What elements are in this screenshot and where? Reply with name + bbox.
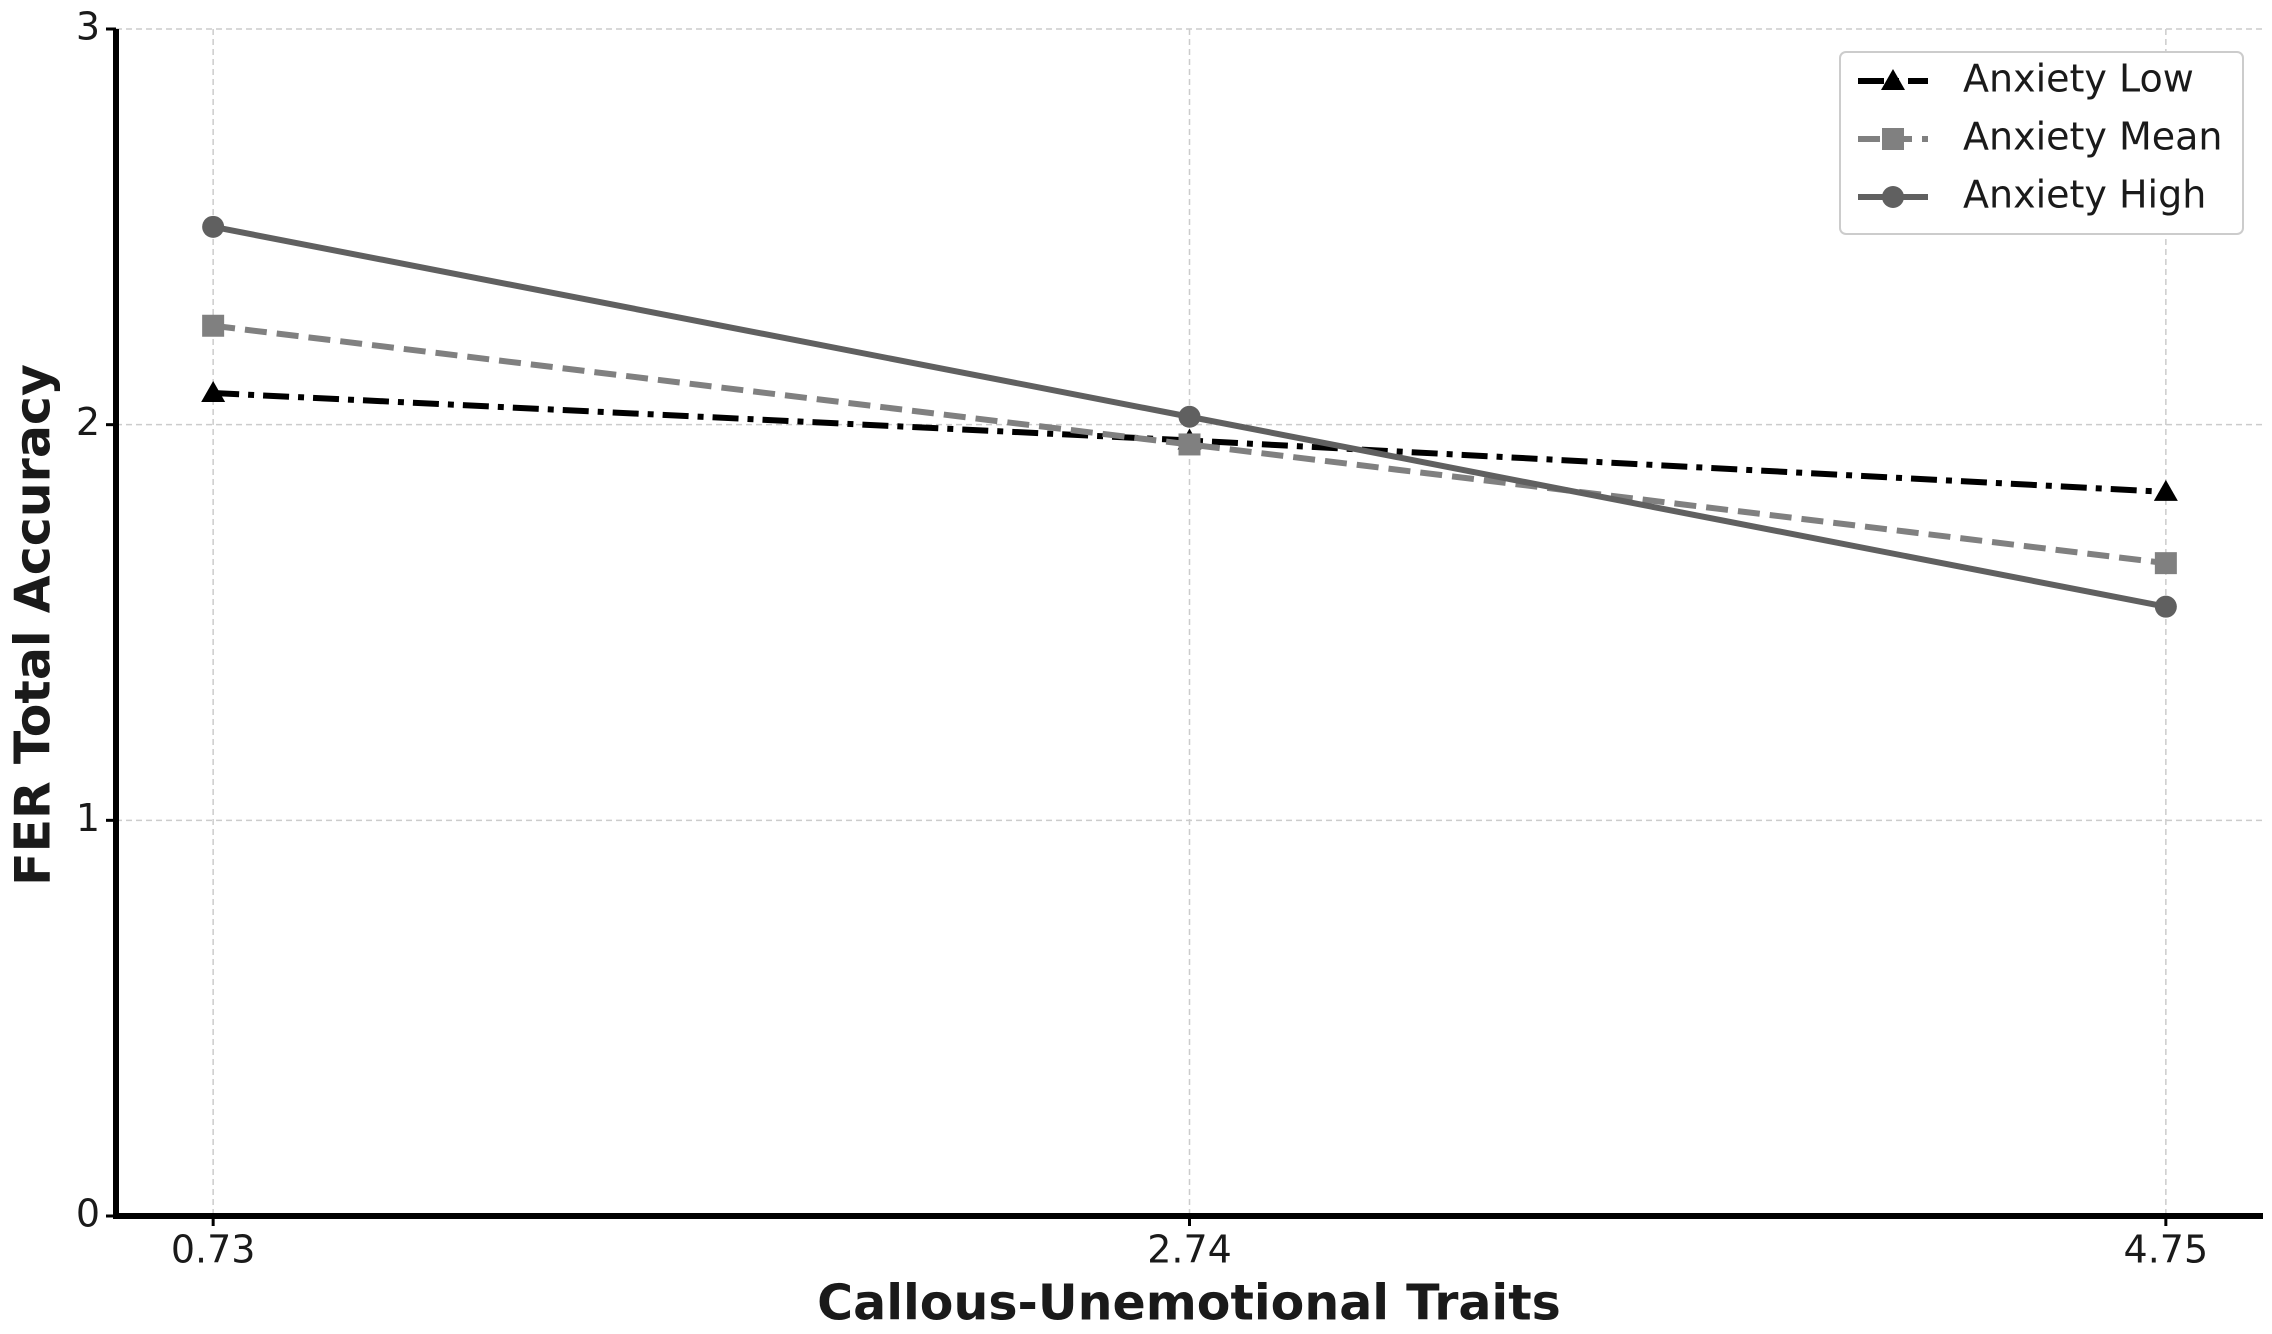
y-tick-label: 1 <box>76 796 100 840</box>
point <box>201 381 226 403</box>
legend-marker <box>1881 69 1905 90</box>
y-axis-label: FER Total Accuracy <box>5 364 62 886</box>
x-tick-label: 2.74 <box>1147 1228 1232 1272</box>
point <box>2154 595 2177 618</box>
legend: Anxiety Low Anxiety Mean Anxiety High <box>1839 51 2244 235</box>
x-tick-label: 0.73 <box>171 1228 256 1272</box>
legend-marker <box>1882 186 1904 208</box>
point <box>1178 433 1201 456</box>
y-tick-label: 0 <box>76 1192 100 1236</box>
y-tick-label: 3 <box>76 5 100 49</box>
x-axis-label: Callous-Unemotional Traits <box>817 1275 1561 1332</box>
x-tick-label: 4.75 <box>2124 1228 2209 1272</box>
legend-label: Anxiety Mean <box>1963 115 2223 159</box>
legend-label: Anxiety Low <box>1963 57 2194 101</box>
legend-label: Anxiety High <box>1963 173 2206 217</box>
point <box>2153 479 2178 501</box>
series-line <box>212 322 2167 567</box>
point <box>202 215 225 238</box>
point <box>202 314 225 337</box>
point <box>1178 405 1201 428</box>
point <box>2154 552 2177 575</box>
y-tick-label: 2 <box>76 400 100 444</box>
legend-box <box>1839 51 2244 235</box>
legend-marker <box>1882 128 1904 150</box>
series-line <box>213 390 2167 495</box>
